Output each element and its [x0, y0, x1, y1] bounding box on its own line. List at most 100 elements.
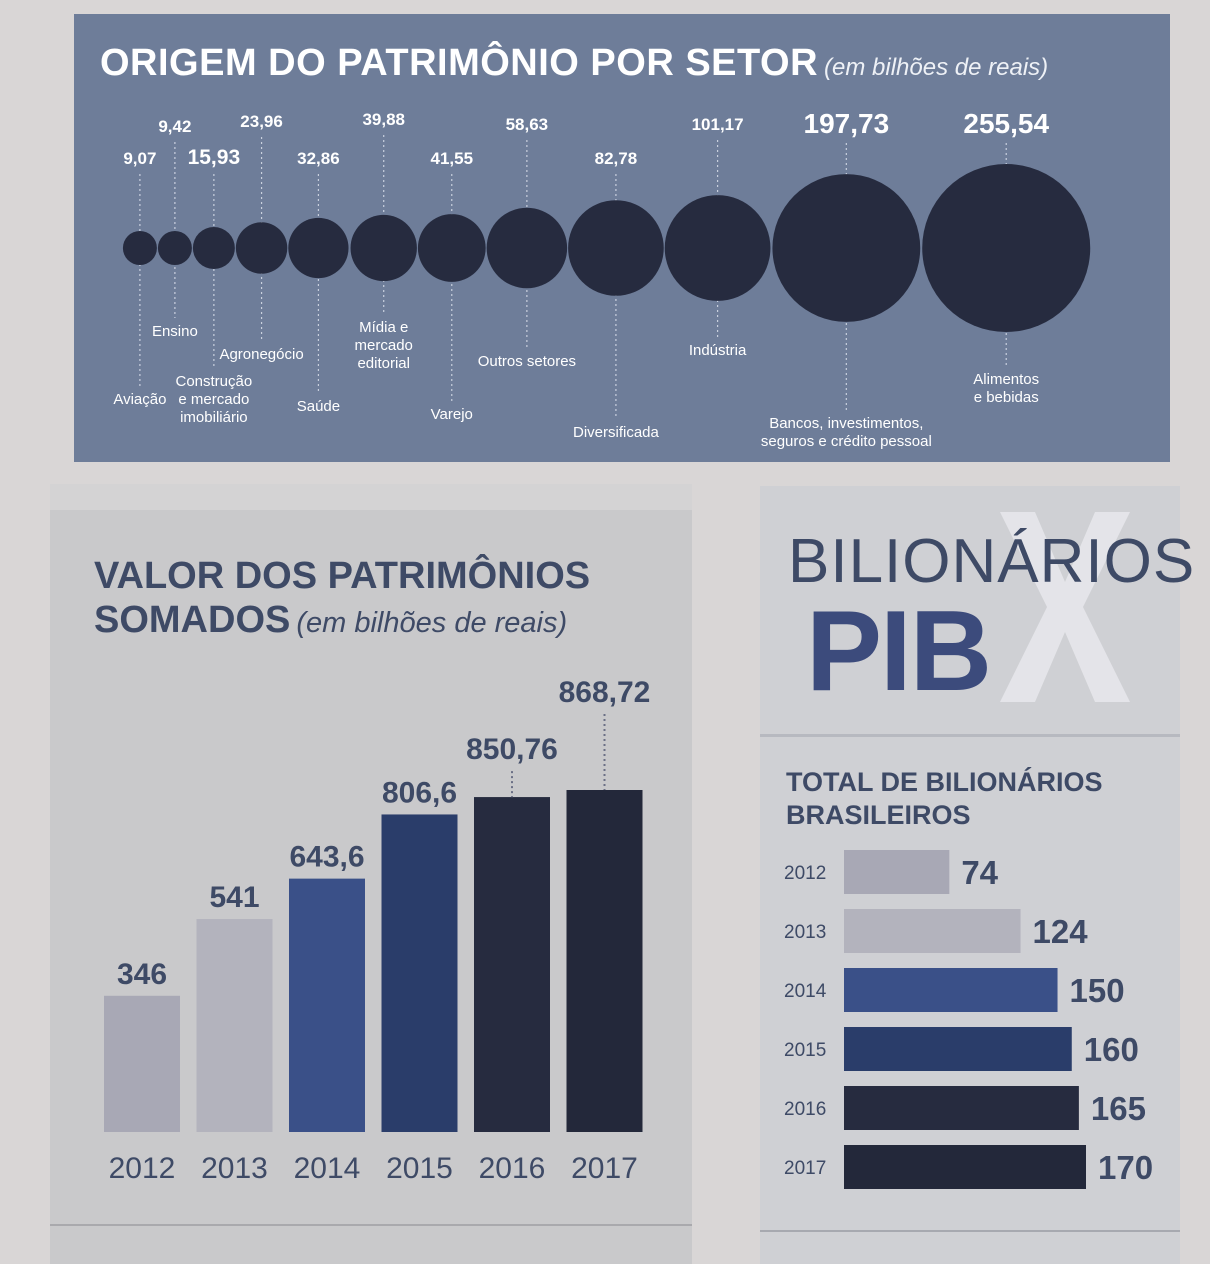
category-label: Saúde [297, 398, 340, 415]
bar [844, 968, 1058, 1012]
value-label: 170 [1098, 1149, 1153, 1186]
bar-chart-title-line2: SOMADOS (em bilhões de reais) [94, 598, 590, 645]
bar [196, 919, 273, 1132]
divider [760, 734, 1180, 737]
category-label: mercado [355, 337, 413, 354]
category-label: editorial [357, 355, 410, 372]
hbar-chart-title-line2: BRASILEIROS [786, 800, 971, 830]
category-label: Ensino [152, 323, 198, 340]
value-label: 160 [1084, 1031, 1139, 1068]
value-label: 9,07 [123, 149, 156, 168]
value-label: 124 [1033, 913, 1089, 950]
category-label: Bancos, investimentos, [769, 415, 923, 432]
tick-label: 2013 [201, 1152, 268, 1185]
bubble [417, 214, 486, 282]
x-icon [1000, 512, 1130, 702]
value-label: 346 [117, 958, 167, 991]
bubble [288, 217, 349, 279]
value-label: 255,54 [963, 108, 1049, 139]
category-label: Aviação [113, 391, 166, 408]
divider [760, 1230, 1180, 1232]
panel-top-strip [50, 484, 692, 510]
tick-label: 2017 [571, 1152, 638, 1185]
bar-chart-title-line2-text: SOMADOS [94, 599, 291, 641]
value-label: 58,63 [506, 115, 549, 134]
tick-label: 2014 [784, 981, 827, 1002]
bubble-chart-title-text: ORIGEM DO PATRIMÔNIO POR SETOR [100, 42, 819, 84]
category-label: Diversificada [573, 424, 660, 441]
bubble [664, 195, 771, 301]
hbar-chart: 2012 74 2013 124 2014 150 2015 160 2016 165 2017 17… [784, 850, 1153, 1189]
category-label: e bebidas [974, 389, 1039, 406]
tick-label: 2013 [784, 922, 826, 943]
bar [104, 995, 180, 1132]
bar [566, 790, 643, 1132]
bar [289, 878, 365, 1132]
pib-heading: PIB [806, 588, 992, 715]
billionaires-panel: BILIONÁRIOS PIB TOTAL DE BILIONÁRIOS BRA… [760, 486, 1194, 1264]
hbar-chart-title-line1: TOTAL DE BILIONÁRIOS [786, 767, 1103, 797]
value-label: 23,96 [240, 112, 283, 131]
value-label: 643,6 [289, 841, 364, 874]
category-label: Alimentos [973, 371, 1039, 388]
bar [844, 1086, 1079, 1130]
bar-chart-panel: VALOR DOS PATRIMÔNIOS SOMADOS (em bilhões… [50, 484, 692, 1264]
bar [844, 1027, 1072, 1071]
category-label: imobiliário [180, 409, 248, 426]
category-label: Indústria [689, 342, 747, 359]
billionaires-heading: BILIONÁRIOS [788, 527, 1196, 596]
bar [381, 814, 458, 1132]
bar-chart-subtitle: (em bilhões de reais) [296, 607, 568, 639]
bubble [192, 227, 235, 269]
bubble [922, 164, 1091, 332]
value-label: 9,42 [158, 117, 191, 136]
tick-label: 2015 [386, 1152, 453, 1185]
tick-label: 2017 [784, 1158, 826, 1179]
bubble-chart-panel: 9,07 Aviação 9,42 Ensino 15,93 Construção e me… [74, 14, 1170, 462]
bar [844, 909, 1021, 953]
bar-chart-title: VALOR DOS PATRIMÔNIOS SOMADOS (em bilhões… [94, 554, 590, 645]
value-label: 165 [1091, 1090, 1146, 1127]
category-label: seguros e crédito pessoal [761, 433, 932, 450]
category-label: Outros setores [478, 353, 576, 370]
hbar-chart-title: TOTAL DE BILIONÁRIOS BRASILEIROS [786, 766, 1103, 832]
value-label: 150 [1070, 972, 1125, 1009]
bar [844, 850, 950, 894]
category-label: Agronegócio [219, 346, 303, 363]
bubble-chart-subtitle: (em bilhões de reais) [824, 54, 1049, 81]
value-label: 806,6 [382, 776, 457, 809]
category-label: Construção [176, 373, 253, 390]
category-label: e mercado [178, 391, 249, 408]
bubble [350, 214, 417, 282]
value-label: 850,76 [466, 733, 558, 766]
bubble [568, 200, 664, 296]
value-label: 541 [209, 881, 259, 914]
bar-chart-title-line1: VALOR DOS PATRIMÔNIOS [94, 555, 591, 597]
value-label: 39,88 [362, 110, 405, 129]
category-label: Mídia e [359, 319, 408, 336]
value-label: 32,86 [297, 149, 340, 168]
tick-label: 2014 [294, 1152, 361, 1185]
value-label: 15,93 [188, 146, 241, 169]
value-label: 197,73 [804, 108, 890, 139]
tick-label: 2012 [109, 1152, 176, 1185]
tick-label: 2012 [784, 863, 826, 884]
category-label: Varejo [431, 406, 473, 423]
value-label: 101,17 [692, 115, 744, 134]
bubble [122, 231, 157, 265]
value-label: 74 [961, 854, 998, 891]
bar [844, 1145, 1086, 1189]
bubble-chart-title: ORIGEM DO PATRIMÔNIO POR SETOR (em bilhõe… [100, 42, 1048, 85]
value-label: 41,55 [431, 149, 474, 168]
bar-chart: 346 2012 541 2013 643,6 2014 806,6 2015 850,76 20… [104, 676, 651, 1185]
bubble [157, 231, 192, 265]
divider [50, 1224, 692, 1226]
bubble [235, 222, 288, 274]
value-label: 868,72 [559, 676, 651, 709]
value-label: 82,78 [595, 149, 638, 168]
tick-label: 2016 [479, 1152, 546, 1185]
bar [474, 797, 550, 1132]
bubble [486, 207, 568, 289]
tick-label: 2015 [784, 1040, 826, 1061]
